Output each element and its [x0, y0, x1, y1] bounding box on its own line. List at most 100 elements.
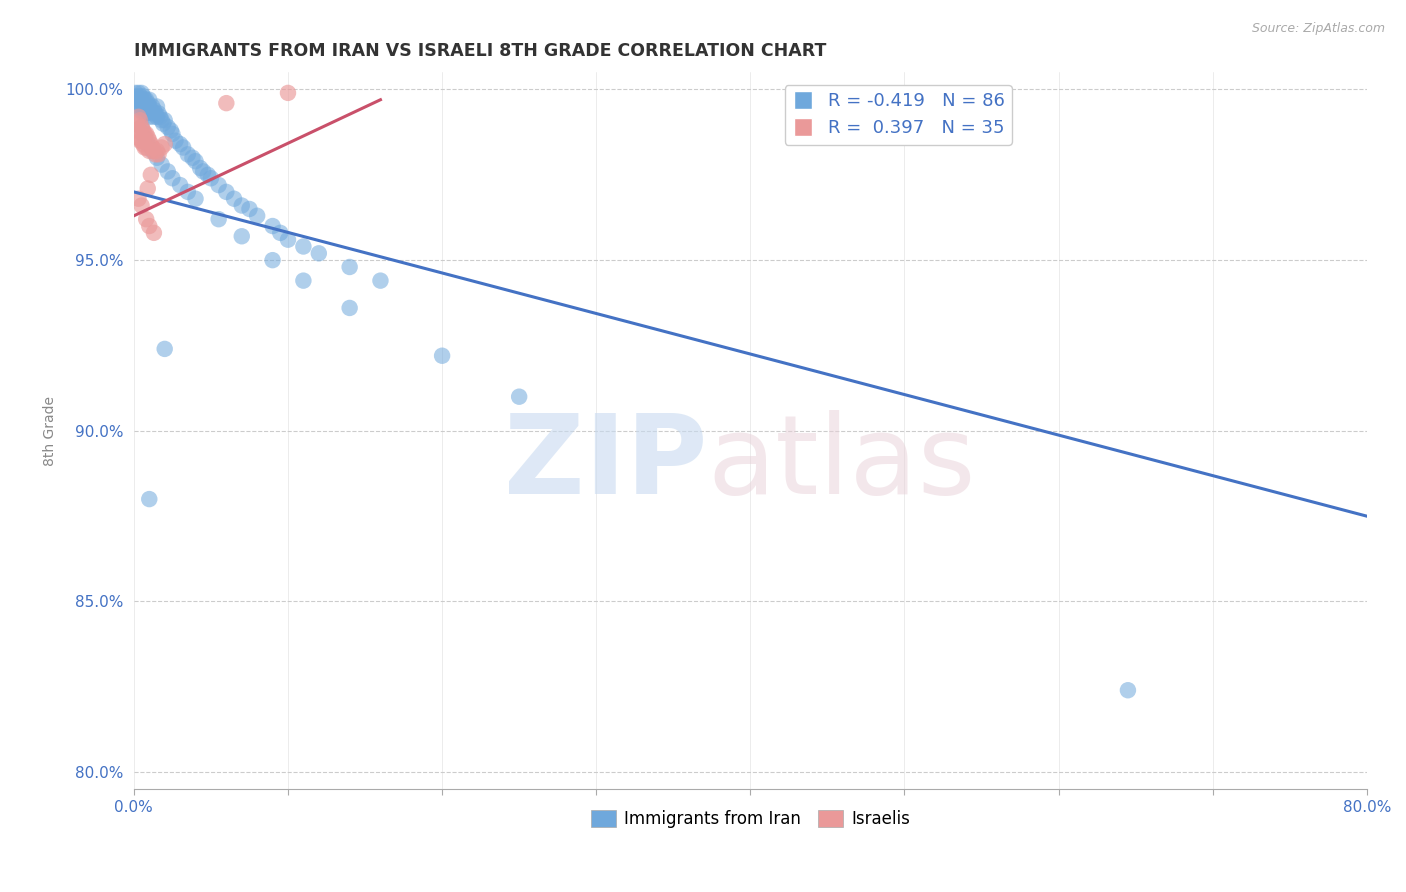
Point	[129, 96, 152, 111]
Point	[139, 103, 162, 117]
Point	[308, 246, 330, 260]
Point	[339, 301, 361, 315]
Point	[148, 147, 170, 161]
Point	[131, 93, 153, 107]
Point	[135, 140, 157, 154]
Point	[262, 253, 284, 268]
Point	[138, 99, 160, 113]
Point	[132, 89, 155, 103]
Point	[148, 106, 170, 120]
Point	[269, 226, 291, 240]
Point	[134, 127, 156, 141]
Point	[134, 93, 156, 107]
Point	[277, 86, 299, 100]
Point	[292, 274, 315, 288]
Point	[134, 106, 156, 120]
Point	[246, 209, 269, 223]
Point	[135, 99, 157, 113]
Point	[132, 106, 155, 120]
Point	[131, 120, 153, 134]
Text: IMMIGRANTS FROM IRAN VS ISRAELI 8TH GRADE CORRELATION CHART: IMMIGRANTS FROM IRAN VS ISRAELI 8TH GRAD…	[134, 42, 827, 60]
Point	[142, 226, 165, 240]
Point	[136, 181, 159, 195]
Point	[222, 192, 245, 206]
Point	[172, 140, 194, 154]
Point	[231, 198, 253, 212]
Point	[262, 219, 284, 233]
Point	[153, 113, 176, 128]
Point	[132, 123, 155, 137]
Point	[132, 96, 155, 111]
Point	[125, 130, 148, 145]
Point	[128, 99, 150, 113]
Point	[215, 185, 238, 199]
Point	[136, 96, 159, 111]
Point	[131, 134, 153, 148]
Text: atlas: atlas	[707, 409, 976, 516]
Point	[508, 390, 530, 404]
Point	[165, 134, 187, 148]
Point	[292, 239, 315, 253]
Point	[142, 110, 165, 124]
Point	[139, 137, 162, 152]
Point	[128, 110, 150, 124]
Point	[138, 144, 160, 158]
Point	[134, 140, 156, 154]
Point	[136, 137, 159, 152]
Point	[339, 260, 361, 274]
Point	[124, 86, 146, 100]
Point	[138, 110, 160, 124]
Point	[184, 154, 207, 169]
Point	[125, 117, 148, 131]
Point	[150, 140, 173, 154]
Point	[197, 168, 219, 182]
Point	[138, 219, 160, 233]
Point	[162, 127, 184, 141]
Point	[162, 171, 184, 186]
Point	[150, 158, 173, 172]
Point	[177, 147, 200, 161]
Point	[135, 106, 157, 120]
Point	[193, 164, 215, 178]
Point	[184, 192, 207, 206]
Point	[153, 137, 176, 152]
Legend: Immigrants from Iran, Israelis: Immigrants from Iran, Israelis	[583, 803, 917, 835]
Point	[188, 161, 211, 175]
Point	[152, 117, 174, 131]
Text: Source: ZipAtlas.com: Source: ZipAtlas.com	[1251, 22, 1385, 36]
Point	[129, 89, 152, 103]
Point	[145, 147, 167, 161]
Point	[145, 106, 167, 120]
Point	[134, 130, 156, 145]
Point	[142, 144, 165, 158]
Point	[238, 202, 260, 216]
Point	[131, 86, 153, 100]
Point	[177, 185, 200, 199]
Point	[136, 130, 159, 145]
Point	[430, 349, 453, 363]
Point	[215, 96, 238, 111]
Point	[131, 198, 153, 212]
Point	[134, 99, 156, 113]
Point	[160, 123, 183, 137]
Point	[142, 103, 165, 117]
Point	[169, 137, 191, 152]
Point	[153, 342, 176, 356]
Point	[125, 93, 148, 107]
Point	[149, 110, 172, 124]
Point	[169, 178, 191, 192]
Point	[132, 137, 155, 152]
Point	[146, 99, 169, 113]
Point	[128, 192, 150, 206]
Point	[129, 134, 152, 148]
Point	[128, 123, 150, 137]
Point	[208, 178, 231, 192]
Point	[141, 99, 163, 113]
Point	[139, 168, 162, 182]
Point	[146, 151, 169, 165]
Y-axis label: 8th Grade: 8th Grade	[44, 396, 58, 466]
Point	[124, 123, 146, 137]
Point	[129, 103, 152, 117]
Point	[208, 212, 231, 227]
Point	[135, 127, 157, 141]
